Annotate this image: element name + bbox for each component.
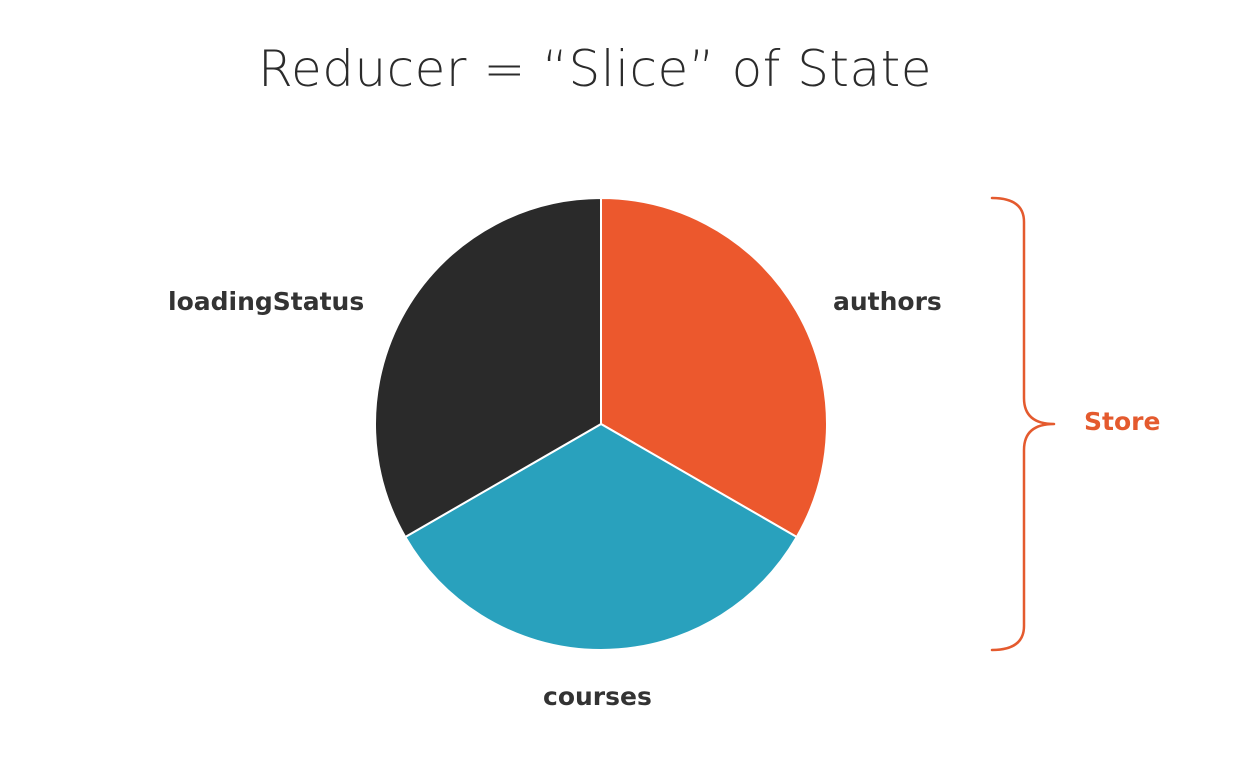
store-bracket — [990, 196, 1056, 652]
pie-slice-loading-status — [374, 197, 602, 538]
slide-title: Reducer = “Slice” of State — [257, 40, 933, 98]
slice-label-authors: authors — [833, 287, 942, 316]
store-label: Store — [1084, 407, 1161, 436]
slice-label-courses: courses — [543, 682, 652, 711]
slice-label-loading-status: loadingStatus — [168, 287, 365, 316]
pie-slice-authors — [600, 197, 828, 538]
